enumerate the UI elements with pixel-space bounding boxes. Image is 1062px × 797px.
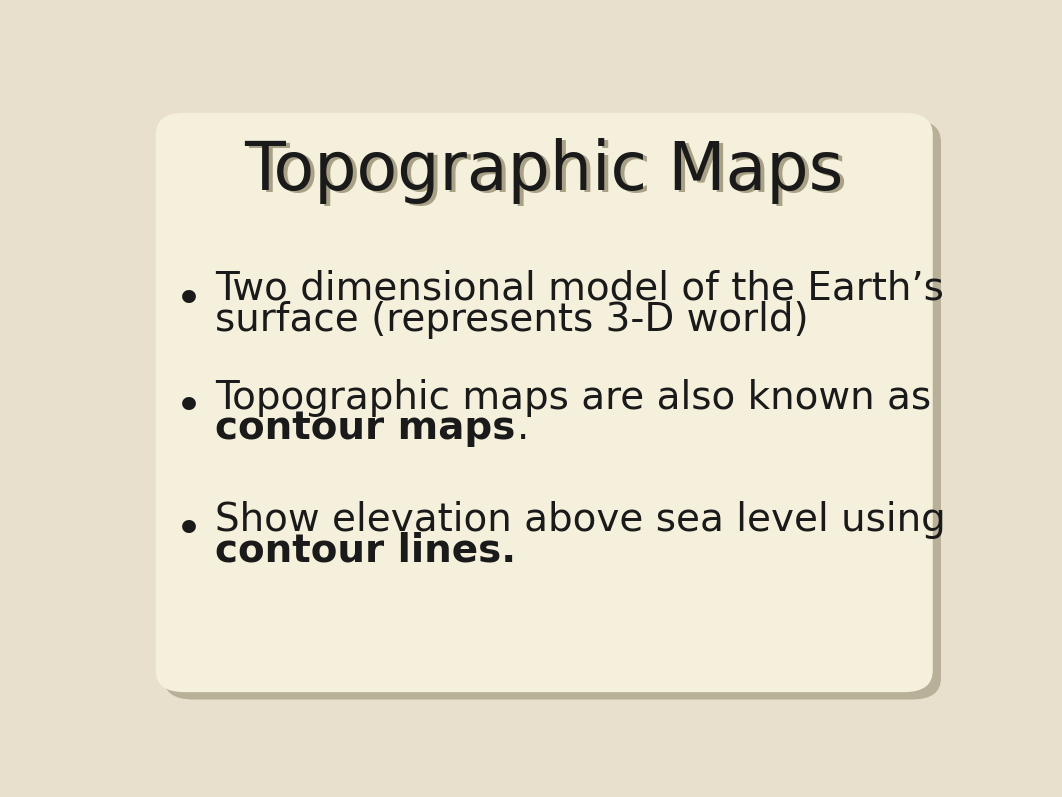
Text: Topographic Maps: Topographic Maps [247,140,847,206]
Text: Show elevation above sea level using: Show elevation above sea level using [215,501,946,540]
Text: •: • [175,386,203,431]
Text: •: • [175,279,203,324]
Text: surface (represents 3-D world): surface (represents 3-D world) [215,300,808,339]
Text: contour lines.: contour lines. [215,532,516,570]
Text: Two dimensional model of the Earth’s: Two dimensional model of the Earth’s [215,270,944,308]
Text: •: • [175,508,203,554]
FancyBboxPatch shape [156,113,932,692]
Text: contour maps: contour maps [215,410,515,447]
Text: .: . [517,410,530,447]
Text: Topographic Maps: Topographic Maps [244,138,844,203]
Text: Topographic maps are also known as: Topographic maps are also known as [215,379,931,417]
FancyBboxPatch shape [164,120,941,700]
